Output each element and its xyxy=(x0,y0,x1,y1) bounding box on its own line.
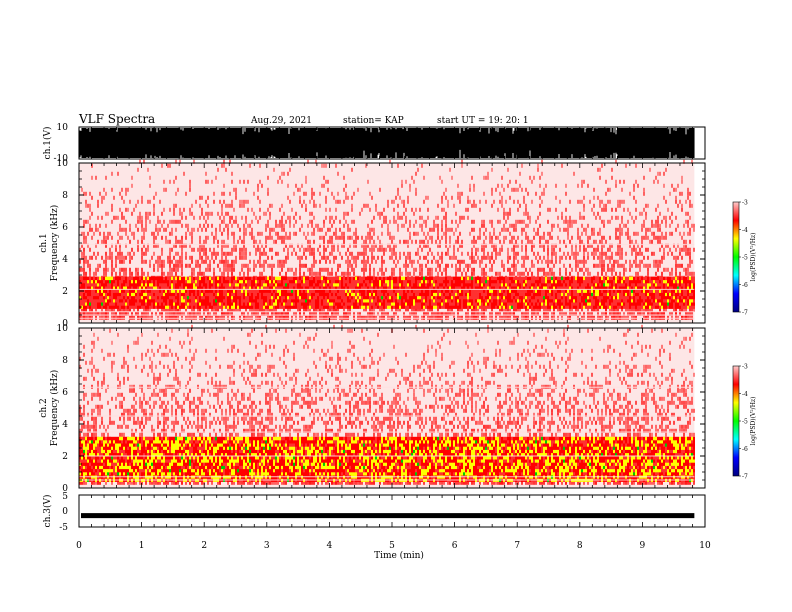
spec2-ytick-label: 8 xyxy=(62,356,68,366)
cb2-tick-label: -3 xyxy=(742,364,748,371)
spec1-ytick-label: 8 xyxy=(62,191,68,201)
spec2-ytick-label: 2 xyxy=(62,452,68,462)
time-tick-label: 0 xyxy=(76,541,82,551)
cb2-tick-label: -7 xyxy=(742,474,748,481)
ch1-ytick-bottom: -10 xyxy=(54,154,69,164)
ch3-waveform-line xyxy=(81,513,695,519)
ch1-spectrogram-yticks: 0 2 4 6 8 10 xyxy=(57,159,705,329)
ch1-spectrogram-image xyxy=(79,159,695,323)
ch2-spectrogram-panel: 0 2 4 6 8 10 ch.2 Frequency (kHz) xyxy=(39,324,706,494)
ch2-colorbar: -3 -4 -5 -6 -7 log(PSD)(V²/Hz) xyxy=(732,364,757,481)
time-tick-label: 10 xyxy=(699,541,711,551)
time-tick-label: 9 xyxy=(640,541,646,551)
station-label: station= KAP xyxy=(343,116,404,126)
time-axis-labels: 0 1 2 3 4 5 6 7 8 9 10 xyxy=(76,541,711,551)
ch3-waveform-trace xyxy=(81,513,695,519)
spec1-ytick-label: 2 xyxy=(62,287,68,297)
spec2-ytick-label: 6 xyxy=(62,388,68,398)
time-tick-label: 5 xyxy=(389,541,395,551)
cb1-bar xyxy=(732,201,740,313)
ch1-ylabel: ch.1(V) xyxy=(42,127,53,160)
ch1-spec-ylabel-line1: ch.1 xyxy=(39,233,49,252)
ch1-spec-ylabel-line2: Frequency (kHz) xyxy=(49,205,60,282)
time-tick-label: 3 xyxy=(264,541,270,551)
time-tick-label: 2 xyxy=(201,541,207,551)
ch1-waveform-line xyxy=(78,128,695,158)
ch2-spectrogram-yticks: 0 2 4 6 8 10 xyxy=(57,324,705,494)
time-tick-label: 4 xyxy=(327,541,333,551)
time-axis-ticks xyxy=(78,127,706,527)
cb2-tick-label: -5 xyxy=(742,419,748,426)
ch3-ylabel: ch.3(V) xyxy=(42,495,53,528)
cb1-label: log(PSD)(V²/Hz) xyxy=(750,233,757,282)
ch2-spec-ylabel-line1: ch.2 xyxy=(39,398,49,417)
cb1-tick-label: -5 xyxy=(742,255,748,262)
time-tick-label: 1 xyxy=(139,541,145,551)
time-tick-label: 7 xyxy=(514,541,520,551)
figure-title: VLF Spectra xyxy=(78,112,155,126)
date-label: Aug.29, 2021 xyxy=(250,116,312,126)
cb2-label: log(PSD)(V²/Hz) xyxy=(750,397,757,446)
time-axis-label: Time (min) xyxy=(374,550,424,561)
ch3-ytick-bottom: -5 xyxy=(59,523,68,533)
spec1-ytick-label: 4 xyxy=(62,255,68,265)
spec2-ytick-label: 0 xyxy=(62,484,68,494)
spec2-ytick-label: 4 xyxy=(62,420,68,430)
spec1-ytick-label: 10 xyxy=(57,159,69,169)
ch2-spec-ylabel-line2: Frequency (kHz) xyxy=(49,370,60,447)
spec1-ytick-label: 0 xyxy=(62,319,68,329)
ch1-waveform-trace xyxy=(78,128,695,158)
spec1-ytick-label: 6 xyxy=(62,223,68,233)
cb1-tick-label: -6 xyxy=(742,282,748,289)
cb1-tick-label: -3 xyxy=(742,200,748,207)
time-tick-label: 8 xyxy=(577,541,583,551)
cb2-tick-label: -6 xyxy=(742,446,748,453)
spec2-ytick-label: 10 xyxy=(57,324,69,334)
ch3-ytick-top: 5 xyxy=(62,492,68,502)
cb2-bar xyxy=(732,365,740,477)
ch1-colorbar: -3 -4 -5 -6 -7 log(PSD)(V²/Hz) xyxy=(732,200,757,317)
start-ut-label: start UT = 19: 20: 1 xyxy=(437,116,529,126)
ch1-spectrogram-panel: 0 2 4 6 8 10 ch.1 Frequency (kHz) xyxy=(39,159,706,329)
time-tick-label: 6 xyxy=(452,541,458,551)
cb2-tick-label: -4 xyxy=(742,391,748,398)
ch2-spectrogram-image xyxy=(79,324,695,488)
ch3-ytick-mid: 0 xyxy=(62,507,68,517)
cb1-tick-label: -7 xyxy=(742,310,748,317)
ch1-ytick-top: 10 xyxy=(57,123,69,133)
cb1-tick-label: -4 xyxy=(742,227,748,234)
